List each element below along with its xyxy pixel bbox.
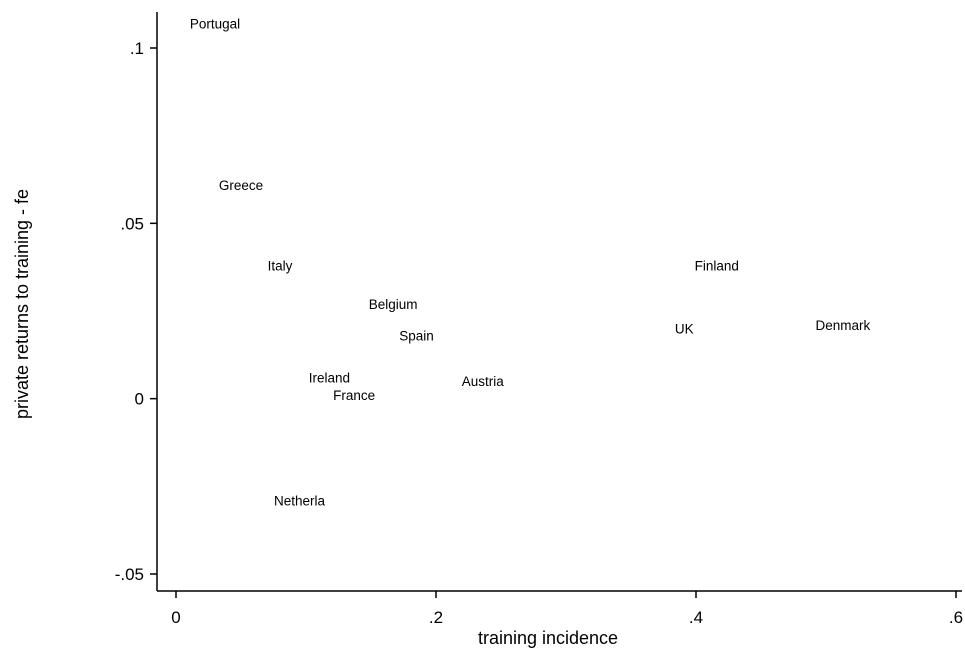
y-ticks: -.05 0 .05 .1 (115, 39, 157, 584)
point-label-netherla: Netherla (274, 493, 326, 508)
point-label-france: France (333, 388, 375, 403)
x-tick-label: .2 (429, 608, 443, 627)
point-label-finland: Finland (695, 258, 739, 273)
point-label-greece: Greece (219, 178, 263, 193)
x-tick-label: .4 (689, 608, 703, 627)
point-label-portugal: Portugal (190, 16, 240, 31)
axes (156, 12, 962, 592)
point-label-uk: UK (675, 322, 694, 337)
x-ticks: 0 .2 .4 .6 (171, 591, 963, 627)
x-axis-title: training incidence (478, 628, 618, 648)
y-tick-label: 0 (135, 390, 144, 409)
y-tick-label: .05 (120, 214, 144, 233)
x-tick-label: .6 (949, 608, 963, 627)
point-label-belgium: Belgium (369, 297, 418, 312)
point-label-italy: Italy (268, 258, 293, 273)
point-labels: Portugal Greece Italy Belgium Spain Ireland Fr… (190, 16, 871, 508)
point-label-denmark: Denmark (816, 318, 871, 333)
y-tick-label: -.05 (115, 565, 144, 584)
point-label-ireland: Ireland (309, 371, 350, 386)
x-tick-label: 0 (171, 608, 180, 627)
y-axis-title: private returns to training - fe (12, 189, 32, 419)
point-label-spain: Spain (399, 329, 434, 344)
y-tick-label: .1 (130, 39, 144, 58)
point-label-austria: Austria (462, 374, 505, 389)
